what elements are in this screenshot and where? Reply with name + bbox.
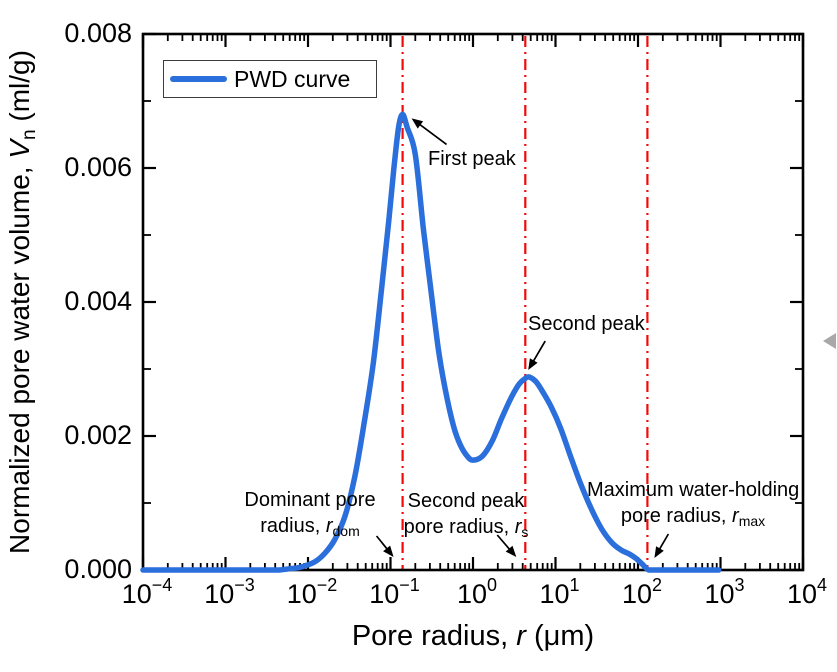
svg-text:101: 101 [539,575,579,609]
svg-text:10−3: 10−3 [204,575,255,609]
annotation-rmax-line1: Maximum water-holding [587,479,800,501]
annotation-rdom-line2: radius, [260,515,326,537]
annotation-second-peak: Second peak [528,313,645,335]
svg-text:102: 102 [622,575,662,609]
svg-text:0.000: 0.000 [64,554,132,584]
y-axis-title-symbol: V [4,139,35,159]
legend-line-sample [170,76,227,82]
annotation-rs-symbol: r [514,516,522,538]
svg-text:104: 104 [787,575,827,609]
annotation-first-peak: First peak [428,148,516,170]
left-arrow-icon [823,333,836,349]
svg-text:10−2: 10−2 [287,575,338,609]
svg-text:100: 100 [457,575,497,609]
annotation-rs-line1: Second peak [407,490,525,512]
annotation-rdom-subscript: dom [332,523,360,539]
svg-text:0.008: 0.008 [64,18,132,48]
collapse-panel-icon[interactable] [821,330,837,352]
svg-text:103: 103 [704,575,744,609]
x-axis-title: Pore radius, r (μm) [352,620,594,653]
annotation-rdom-symbol: r [325,515,333,537]
annotation-second-peak-pore-radius: Second peak pore radius, rs [400,488,532,545]
y-axis-title: Normalized pore water volume, Vn (ml/g) [4,0,40,612]
annotation-rmax-subscript: max [738,513,766,529]
x-axis-title-unit: (μm) [525,620,595,652]
annotation-rmax-symbol: r [732,505,739,527]
y-axis-title-unit: (ml/g) [4,50,35,130]
svg-text:0.002: 0.002 [64,420,132,450]
svg-text:10−4: 10−4 [122,575,173,609]
annotation-max-water-holding-pore-radius: Maximum water-holding pore radius, rmax [587,477,799,534]
x-axis-title-pre: Pore radius, [351,620,517,652]
legend-box: PWD curve [163,60,377,98]
legend-label: PWD curve [234,65,351,92]
x-axis-title-symbol: r [516,620,526,652]
svg-text:10−1: 10−1 [369,575,420,609]
y-axis-title-pre: Normalized pore water volume, [4,158,35,554]
annotation-rdom-line1: Dominant pore [244,489,376,511]
annotation-rs-subscript: s [521,524,529,540]
svg-text:0.006: 0.006 [64,152,132,182]
annotation-rs-line2: pore radius, [403,516,515,538]
svg-text:0.004: 0.004 [64,286,132,316]
annotation-rmax-line2: pore radius, [620,505,733,527]
annotation-dominant-pore-radius: Dominant pore radius, rdom [240,487,380,544]
y-axis-title-subscript: n [19,129,40,140]
